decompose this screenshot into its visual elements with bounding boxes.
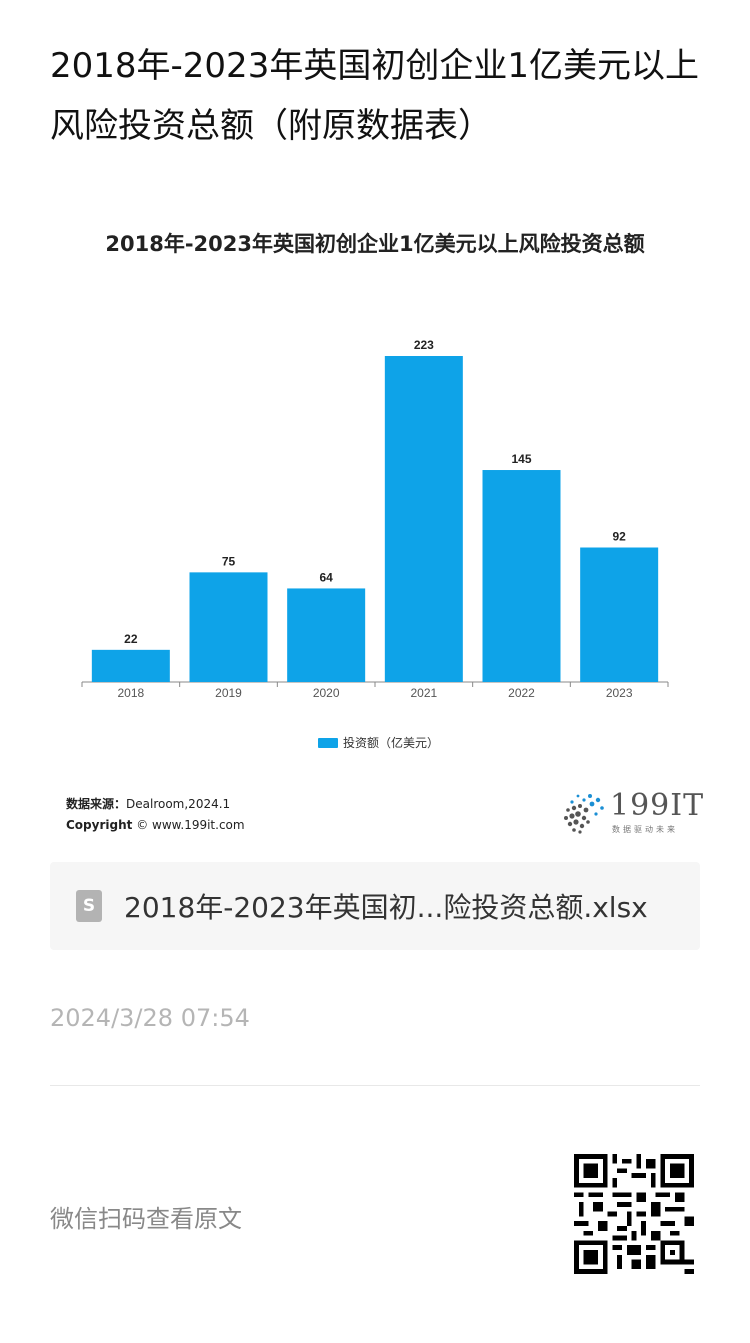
x-tick-label-2022: 2022 bbox=[508, 686, 535, 700]
x-tick-label-2021: 2021 bbox=[410, 686, 437, 700]
divider bbox=[50, 1085, 700, 1086]
spreadsheet-file-icon: S bbox=[76, 890, 102, 922]
file-name: 2018年-2023年英国初...险投资总额.xlsx bbox=[124, 891, 648, 924]
chart-card: 2018年-2023年英国初创企业1亿美元以上风险投资总额 22 2018 75 20… bbox=[50, 200, 703, 850]
bar-chart: 22 2018 75 2019 64 2020 223 2021 145 2022 92 2023 bbox=[81, 338, 669, 700]
x-tick-label-2020: 2020 bbox=[313, 686, 340, 700]
logo-burst-icon bbox=[564, 794, 604, 834]
data-label-2022: 145 bbox=[511, 452, 531, 466]
legend-label: 投资额（亿美元） bbox=[343, 736, 440, 750]
data-label-2023: 92 bbox=[612, 530, 626, 544]
logo-199it: 199IT 数据驱动未来 bbox=[560, 788, 703, 838]
source-label: 数据来源： bbox=[66, 797, 127, 811]
file-icon-letter: S bbox=[82, 896, 96, 916]
data-source: 数据来源：Dealroom,2024.1 Copyright © www.199… bbox=[66, 794, 245, 836]
data-label-2021: 223 bbox=[414, 338, 434, 352]
bar-2018 bbox=[91, 649, 170, 682]
qr-code[interactable] bbox=[574, 1154, 694, 1274]
article-title: 2018年-2023年英国初创企业1亿美元以上风险投资总额（附原数据表） bbox=[50, 46, 699, 146]
x-tick-label-2023: 2023 bbox=[606, 686, 633, 700]
copyright-symbol: © bbox=[136, 818, 149, 832]
bar-2022 bbox=[482, 470, 561, 682]
data-label-2019: 75 bbox=[222, 554, 236, 568]
legend-swatch bbox=[318, 737, 338, 748]
attachment-file-card[interactable]: S 2018年-2023年英国初...险投资总额.xlsx bbox=[50, 862, 700, 950]
chart-title: 2018年-2023年英国初创企业1亿美元以上风险投资总额 bbox=[105, 232, 645, 256]
chart-legend: 投资额（亿美元） bbox=[318, 734, 439, 751]
source-value: Dealroom,2024.1 bbox=[126, 797, 231, 811]
copyright-value: www.199it.com bbox=[152, 818, 245, 832]
bar-2021 bbox=[384, 356, 463, 682]
copyright-label: Copyright bbox=[66, 818, 133, 832]
logo-subtitle: 数据驱动未来 bbox=[612, 825, 678, 834]
bar-2019 bbox=[189, 572, 268, 682]
scan-qr-label: 微信扫码查看原文 bbox=[50, 1205, 242, 1233]
bar-2020 bbox=[287, 588, 366, 682]
x-tick-label-2018: 2018 bbox=[117, 686, 144, 700]
bar-2023 bbox=[580, 547, 659, 682]
x-tick-label-2019: 2019 bbox=[215, 686, 242, 700]
logo-text: 199IT bbox=[610, 788, 705, 823]
publish-date: 2024/3/28 07:54 bbox=[50, 1004, 250, 1032]
data-label-2018: 22 bbox=[124, 632, 138, 646]
data-label-2020: 64 bbox=[319, 570, 333, 584]
